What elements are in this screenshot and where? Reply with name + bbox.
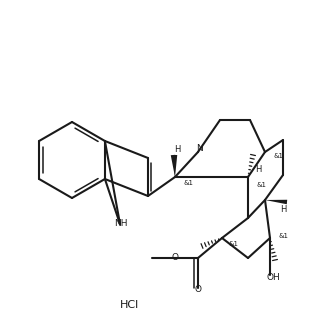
Text: H: H xyxy=(280,205,286,214)
Polygon shape xyxy=(173,155,177,177)
Text: H: H xyxy=(174,144,180,153)
Text: N: N xyxy=(197,143,204,152)
Polygon shape xyxy=(171,155,175,177)
Polygon shape xyxy=(265,200,287,204)
Text: NH: NH xyxy=(114,220,128,228)
Text: &1: &1 xyxy=(184,180,194,186)
Text: O: O xyxy=(171,254,178,263)
Text: &1: &1 xyxy=(279,233,289,239)
Text: O: O xyxy=(195,286,202,295)
Text: HCl: HCl xyxy=(120,300,139,310)
Text: &1: &1 xyxy=(229,241,239,247)
Text: &1: &1 xyxy=(274,153,284,159)
Text: H: H xyxy=(255,164,261,173)
Text: OH: OH xyxy=(266,274,280,283)
Text: &1: &1 xyxy=(257,182,267,188)
